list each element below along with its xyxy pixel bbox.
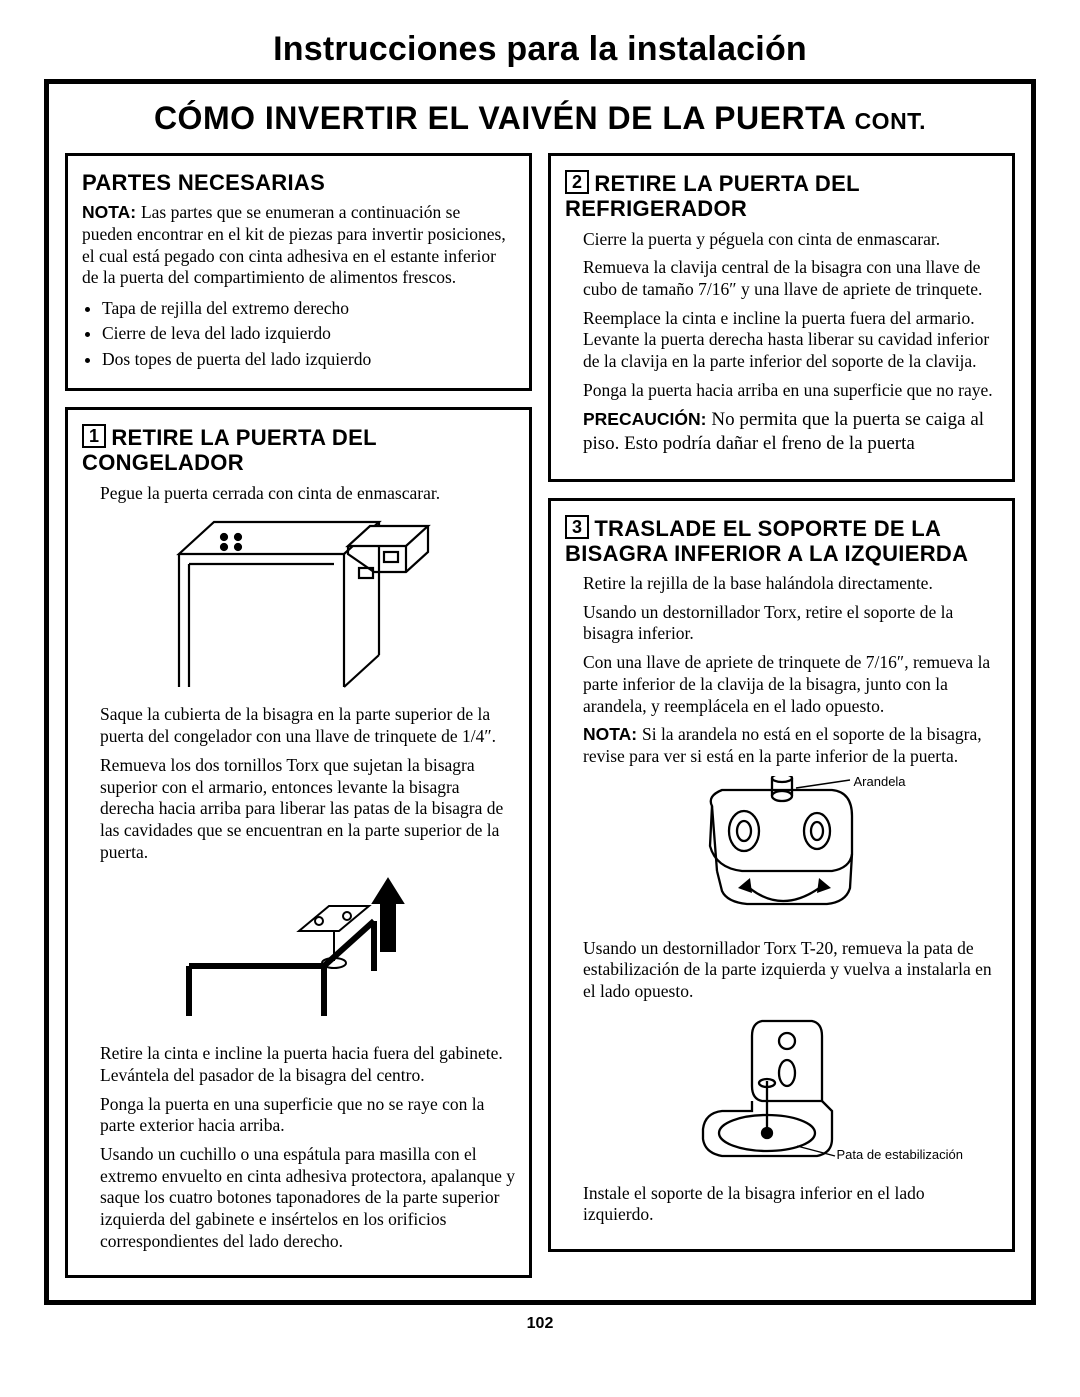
- step1-p3: Remueva los dos tornillos Torx que sujet…: [82, 755, 515, 863]
- list-item: Dos topes de puerta del lado izquierdo: [102, 347, 515, 372]
- parts-nota: NOTA: Las partes que se enumeran a conti…: [82, 202, 515, 289]
- box-step-2: 2RETIRE LA PUERTA DEL REFRIGERADOR Cierr…: [548, 153, 1015, 482]
- step-number-2-icon: 2: [565, 170, 589, 194]
- nota-text: Las partes que se enumeran a continuació…: [82, 202, 506, 287]
- step2-p1: Cierre la puerta y péguela con cinta de …: [565, 229, 998, 251]
- step1-p4: Retire la cinta e incline la puerta haci…: [82, 1043, 515, 1086]
- step3-p4: Usando un destornillador Torx T-20, remu…: [565, 938, 998, 1003]
- step1-p6: Usando un cuchillo o una espátula para m…: [82, 1144, 515, 1252]
- step3-p1: Retire la rejilla de la base halándola d…: [565, 573, 998, 595]
- step-number-1-icon: 1: [82, 424, 106, 448]
- page-title-main: CÓMO INVERTIR EL VAIVÉN DE LA PUERTA: [154, 100, 855, 136]
- list-item: Cierre de leva del lado izquierdo: [102, 321, 515, 346]
- step2-p3: Reemplace la cinta e incline la puerta f…: [565, 308, 998, 373]
- left-column: PARTES NECESARIAS NOTA: Las partes que s…: [65, 153, 532, 1278]
- stabilizer-foot-diagram: Pata de estabilización: [565, 1011, 998, 1176]
- list-item: Tapa de rejilla del extremo derecho: [102, 296, 515, 321]
- right-column: 2RETIRE LA PUERTA DEL REFRIGERADOR Cierr…: [548, 153, 1015, 1278]
- step2-caution: PRECAUCIÓN: No permita que la puerta se …: [565, 408, 998, 455]
- box-step-1: 1RETIRE LA PUERTA DEL CONGELADOR Pegue l…: [65, 407, 532, 1278]
- step1-p5: Ponga la puerta en una superficie que no…: [82, 1094, 515, 1137]
- step1-heading: 1RETIRE LA PUERTA DEL CONGELADOR: [82, 424, 515, 476]
- nota-label: NOTA:: [82, 202, 141, 222]
- step2-p2: Remueva la clavija central de la bisagra…: [565, 257, 998, 300]
- step3-p5: Instale el soporte de la bisagra inferio…: [565, 1183, 998, 1226]
- hinge-remove-diagram: [82, 871, 515, 1036]
- step1-heading-text: RETIRE LA PUERTA DEL CONGELADOR: [82, 425, 376, 475]
- step3-heading-text: TRASLADE EL SOPORTE DE LA BISAGRA INFERI…: [565, 516, 968, 566]
- step1-p2: Saque la cubierta de la bisagra en la pa…: [82, 704, 515, 747]
- freezer-top-diagram: [82, 512, 515, 697]
- page-title: CÓMO INVERTIR EL VAIVÉN DE LA PUERTA CON…: [65, 100, 1015, 137]
- box-parts-needed: PARTES NECESARIAS NOTA: Las partes que s…: [65, 153, 532, 391]
- box-step-3: 3TRASLADE EL SOPORTE DE LA BISAGRA INFER…: [548, 498, 1015, 1253]
- page-title-suffix: CONT.: [855, 108, 927, 134]
- step3-heading: 3TRASLADE EL SOPORTE DE LA BISAGRA INFER…: [565, 515, 998, 567]
- step2-heading-text: RETIRE LA PUERTA DEL REFRIGERADOR: [565, 171, 859, 221]
- nota-text: Si la arandela no está en el soporte de …: [583, 724, 982, 766]
- page-number: 102: [44, 1315, 1036, 1333]
- step1-p1: Pegue la puerta cerrada con cinta de enm…: [82, 483, 515, 505]
- nota-label: NOTA:: [583, 724, 642, 744]
- step3-nota: NOTA: Si la arandela no está en el sopor…: [565, 724, 998, 767]
- step-number-3-icon: 3: [565, 515, 589, 539]
- arandela-label: Arandela: [854, 774, 906, 789]
- caution-label: PRECAUCIÓN:: [583, 409, 711, 429]
- pata-label: Pata de estabilización: [837, 1147, 963, 1162]
- step3-p3: Con una llave de apriete de trinquete de…: [565, 652, 998, 717]
- parts-heading: PARTES NECESARIAS: [82, 170, 515, 195]
- installation-super-heading: Instrucciones para la instalación: [44, 30, 1036, 69]
- step3-p2: Usando un destornillador Torx, retire el…: [565, 602, 998, 645]
- content-frame: CÓMO INVERTIR EL VAIVÉN DE LA PUERTA CON…: [44, 79, 1036, 1305]
- step2-heading: 2RETIRE LA PUERTA DEL REFRIGERADOR: [565, 170, 998, 222]
- step2-p4: Ponga la puerta hacia arriba en una supe…: [565, 380, 998, 402]
- parts-list: Tapa de rejilla del extremo derecho Cier…: [82, 296, 515, 372]
- hinge-bracket-diagram: Arandela: [565, 776, 998, 931]
